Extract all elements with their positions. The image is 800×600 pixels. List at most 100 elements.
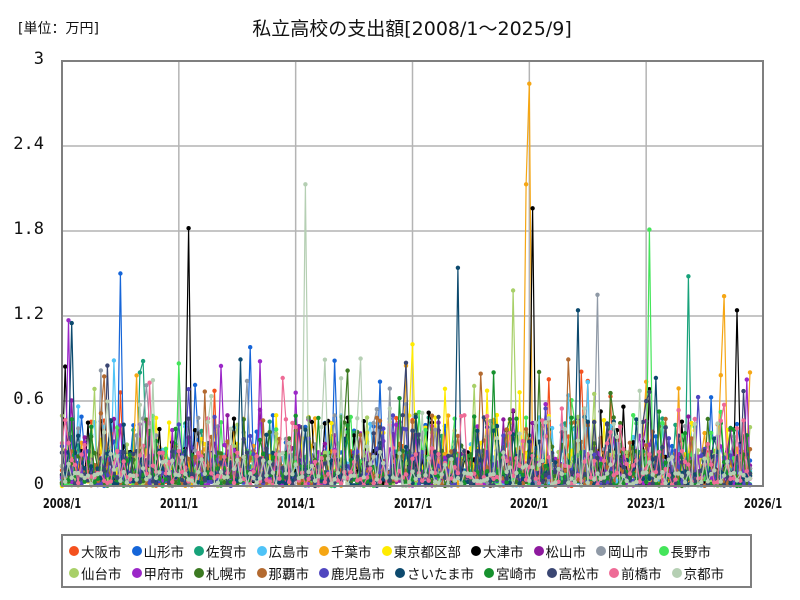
data-point — [523, 415, 529, 420]
data-point — [394, 476, 399, 481]
data-point — [82, 475, 87, 481]
data-point — [660, 416, 665, 421]
legend-marker-icon — [395, 568, 405, 578]
data-point — [407, 479, 412, 485]
data-point — [491, 476, 496, 481]
data-point — [721, 294, 727, 299]
data-point — [283, 471, 289, 476]
legend-marker-icon — [533, 546, 544, 556]
data-point — [416, 473, 422, 478]
data-point — [345, 475, 350, 481]
data-point — [682, 424, 688, 429]
data-point — [692, 421, 697, 427]
data-point — [725, 459, 730, 464]
data-point — [520, 472, 525, 478]
legend-item: 甲府市 — [131, 563, 185, 583]
legend-item: さいたま市 — [395, 563, 474, 583]
data-point — [329, 481, 334, 486]
data-point — [199, 457, 204, 462]
data-point — [79, 414, 84, 419]
data-point — [257, 476, 263, 481]
data-point — [637, 388, 642, 393]
data-point — [676, 408, 681, 413]
data-point — [121, 469, 126, 475]
data-point — [390, 413, 396, 418]
data-point — [543, 402, 548, 407]
data-point — [322, 454, 328, 459]
data-point — [504, 469, 509, 475]
data-point — [374, 415, 379, 420]
data-point — [718, 418, 723, 423]
data-point — [261, 451, 266, 457]
data-point — [579, 369, 584, 374]
data-point — [267, 419, 272, 424]
data-point — [644, 479, 649, 485]
data-point — [371, 481, 376, 486]
data-point — [575, 414, 581, 420]
data-point — [89, 424, 94, 429]
data-point — [131, 473, 136, 478]
data-point — [381, 426, 386, 431]
data-point — [322, 461, 328, 466]
data-point — [728, 481, 733, 486]
data-point — [660, 420, 665, 426]
legend-label: 甲府市 — [143, 567, 185, 583]
data-point — [569, 470, 574, 475]
data-point — [186, 416, 191, 421]
data-point — [585, 379, 590, 385]
data-point — [196, 480, 201, 485]
data-point — [309, 476, 315, 481]
data-point — [601, 418, 607, 423]
x-tick-label: 2026/1 — [743, 497, 783, 512]
data-point — [420, 450, 425, 455]
data-point — [410, 469, 415, 474]
data-point — [728, 471, 733, 477]
data-point — [546, 377, 551, 382]
data-point — [426, 478, 431, 483]
data-point — [569, 415, 574, 420]
data-point — [235, 472, 240, 478]
data-point — [488, 472, 493, 477]
data-point — [218, 451, 224, 456]
data-point — [202, 477, 207, 483]
data-point — [533, 420, 538, 425]
data-point — [572, 479, 577, 485]
data-point — [695, 394, 701, 400]
data-point — [296, 475, 302, 481]
data-point — [546, 470, 551, 476]
legend-marker-icon — [471, 546, 481, 556]
data-point — [494, 435, 500, 441]
data-point — [747, 370, 753, 375]
legend-label: 仙台市 — [81, 567, 122, 583]
data-point — [364, 444, 370, 449]
legend-marker-icon — [484, 568, 495, 578]
data-point — [358, 356, 363, 361]
data-point — [287, 440, 292, 446]
data-point — [605, 422, 610, 427]
data-point — [69, 417, 74, 422]
data-point — [225, 413, 230, 418]
data-point — [170, 458, 175, 463]
data-point — [163, 446, 169, 451]
data-point — [368, 461, 373, 466]
legend-item: 山形市 — [131, 541, 184, 561]
legend-item: 大阪市 — [69, 541, 122, 561]
data-point — [559, 471, 564, 477]
data-point — [656, 475, 662, 480]
data-point — [656, 449, 662, 455]
data-point — [455, 471, 461, 476]
data-point — [634, 458, 639, 463]
legend-marker-icon — [381, 546, 392, 556]
data-point — [608, 430, 613, 435]
data-point — [682, 431, 688, 436]
data-point — [702, 456, 707, 461]
data-point — [484, 476, 490, 482]
data-point — [708, 395, 714, 400]
data-point — [222, 442, 227, 448]
data-point — [293, 424, 298, 430]
data-point — [533, 476, 538, 481]
data-point — [316, 474, 321, 479]
data-point — [559, 480, 564, 485]
data-point — [79, 440, 84, 445]
data-point — [501, 433, 506, 438]
